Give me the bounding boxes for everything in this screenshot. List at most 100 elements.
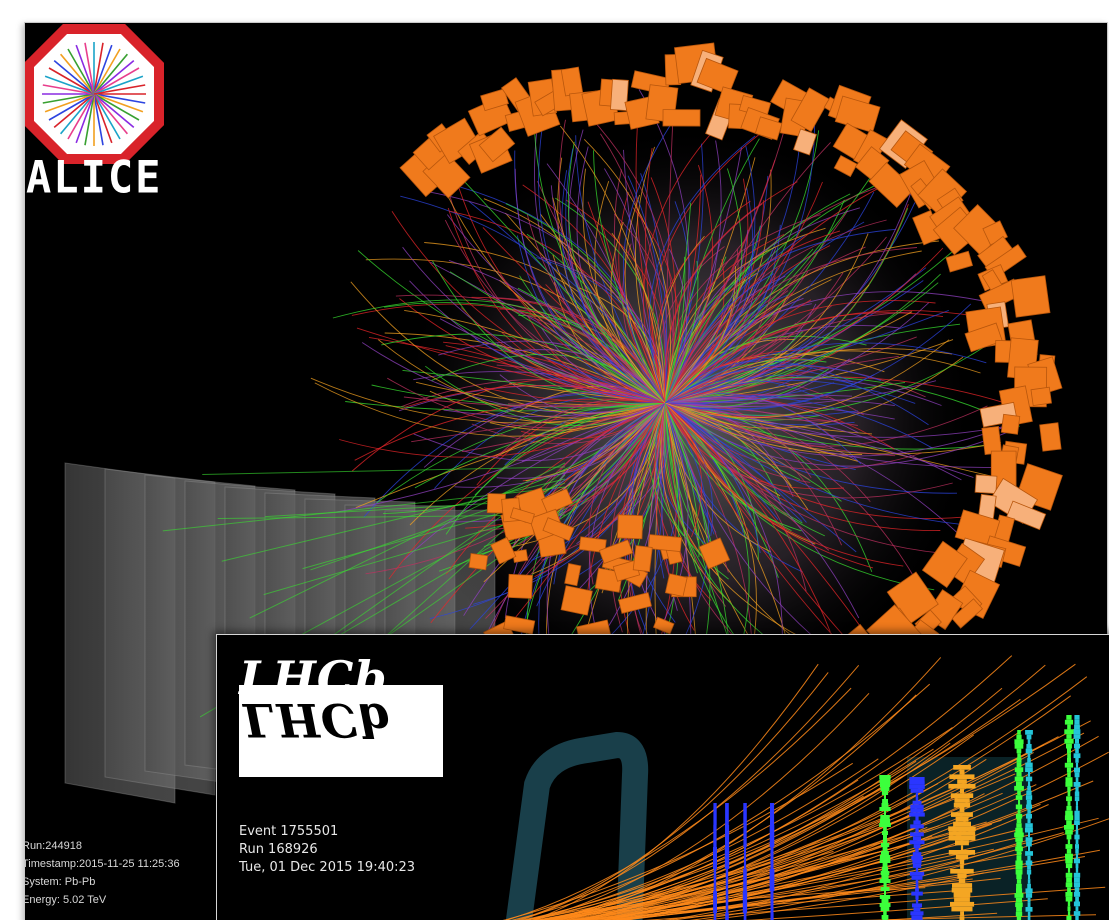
alice-event-info: Run:244918 Timestamp:2015-11-25 11:25:36… bbox=[24, 837, 180, 909]
alice-logo-burst-icon bbox=[42, 42, 146, 146]
hit-bar bbox=[1075, 848, 1079, 854]
hit-bar bbox=[1064, 719, 1074, 725]
hit-bar bbox=[1075, 868, 1079, 873]
track bbox=[511, 309, 666, 404]
hit-bar bbox=[1025, 860, 1033, 866]
alice-timestamp-label: Timestamp:2015-11-25 11:25:36 bbox=[24, 858, 180, 870]
hit-bar bbox=[1016, 883, 1022, 889]
calorimeter-tower bbox=[793, 128, 817, 156]
hit-bar bbox=[1065, 882, 1073, 888]
hit-bar bbox=[1067, 868, 1071, 873]
lhcb-track bbox=[562, 664, 1046, 920]
track bbox=[664, 402, 781, 497]
hit-bar bbox=[950, 868, 974, 874]
hit-bar bbox=[1065, 829, 1073, 835]
lhcb-track bbox=[598, 735, 1099, 920]
track bbox=[664, 402, 1013, 467]
hit-bar bbox=[951, 887, 973, 893]
hit-bar bbox=[910, 911, 924, 916]
hit-bar bbox=[958, 878, 966, 883]
hit-bar bbox=[1025, 762, 1033, 768]
hit-bar bbox=[1075, 786, 1079, 792]
calorimeter-tower bbox=[696, 57, 739, 96]
hit-bar bbox=[955, 816, 969, 822]
track bbox=[387, 377, 666, 429]
hit-bar bbox=[1074, 791, 1080, 797]
track bbox=[519, 275, 666, 404]
hit-bar bbox=[1067, 801, 1071, 806]
track bbox=[658, 402, 689, 631]
track bbox=[664, 402, 834, 637]
hit-bar bbox=[948, 826, 976, 832]
hit-bar bbox=[912, 852, 922, 857]
calorimeter-tower bbox=[698, 537, 731, 570]
hit-bar bbox=[1074, 719, 1080, 725]
track bbox=[351, 378, 666, 472]
hit-bar bbox=[1025, 776, 1033, 782]
calorimeter-tower bbox=[478, 126, 516, 163]
lhcb-track bbox=[524, 758, 879, 920]
track bbox=[445, 402, 666, 575]
track bbox=[664, 402, 751, 640]
track bbox=[585, 402, 666, 609]
track bbox=[593, 150, 666, 404]
hit-bar bbox=[959, 916, 965, 920]
hit-bar bbox=[1075, 896, 1079, 902]
hit-bar bbox=[769, 825, 775, 847]
track bbox=[664, 229, 749, 404]
track bbox=[534, 402, 666, 578]
track bbox=[611, 232, 666, 404]
track bbox=[664, 402, 960, 525]
track bbox=[474, 402, 666, 496]
hit-bar bbox=[955, 840, 969, 846]
hit-bar bbox=[959, 769, 965, 775]
track bbox=[664, 279, 832, 404]
hit-bar bbox=[1064, 762, 1074, 768]
track bbox=[558, 119, 666, 404]
track bbox=[221, 478, 566, 562]
hit-bar bbox=[1073, 729, 1081, 735]
hit-bar bbox=[909, 780, 925, 785]
hit-bar bbox=[1027, 902, 1031, 908]
lhcb-track bbox=[524, 663, 1076, 920]
hit-bar bbox=[1027, 758, 1031, 763]
hit-bar bbox=[1016, 771, 1022, 777]
track bbox=[664, 227, 826, 404]
track bbox=[664, 402, 727, 607]
track bbox=[664, 380, 937, 407]
track bbox=[664, 380, 916, 404]
calorimeter-tower bbox=[921, 540, 968, 588]
logo-ray bbox=[93, 84, 146, 95]
track bbox=[567, 141, 666, 404]
logo-ray bbox=[48, 93, 95, 121]
logo-ray bbox=[59, 93, 95, 135]
hit-bar bbox=[1067, 901, 1071, 907]
logo-ray bbox=[93, 93, 144, 113]
hit-bar bbox=[1027, 879, 1031, 884]
track bbox=[552, 197, 666, 404]
lhcb-track bbox=[536, 850, 834, 920]
hit-bar bbox=[1025, 730, 1033, 735]
calorimeter-tower bbox=[560, 66, 584, 97]
track bbox=[664, 310, 779, 404]
hit-bar bbox=[879, 879, 891, 883]
hit-bar bbox=[959, 807, 965, 813]
lhcb-track bbox=[575, 676, 1088, 920]
hit-bar bbox=[743, 825, 747, 847]
hit-bar bbox=[1016, 818, 1022, 824]
hit-bar bbox=[1015, 897, 1022, 903]
track bbox=[496, 402, 666, 479]
hit-bar bbox=[953, 765, 971, 770]
hit-bar bbox=[1075, 906, 1079, 912]
track bbox=[443, 402, 666, 417]
track bbox=[655, 200, 751, 404]
lhcb-track bbox=[549, 694, 917, 920]
logo-ray bbox=[93, 42, 104, 95]
hit-bar bbox=[1074, 815, 1080, 821]
hit-bar bbox=[881, 867, 889, 871]
hit-bar bbox=[1067, 724, 1071, 730]
hit-bar bbox=[725, 869, 729, 891]
hit-bar bbox=[883, 835, 887, 839]
hit-bar bbox=[910, 824, 924, 829]
hit-bar bbox=[948, 831, 976, 836]
